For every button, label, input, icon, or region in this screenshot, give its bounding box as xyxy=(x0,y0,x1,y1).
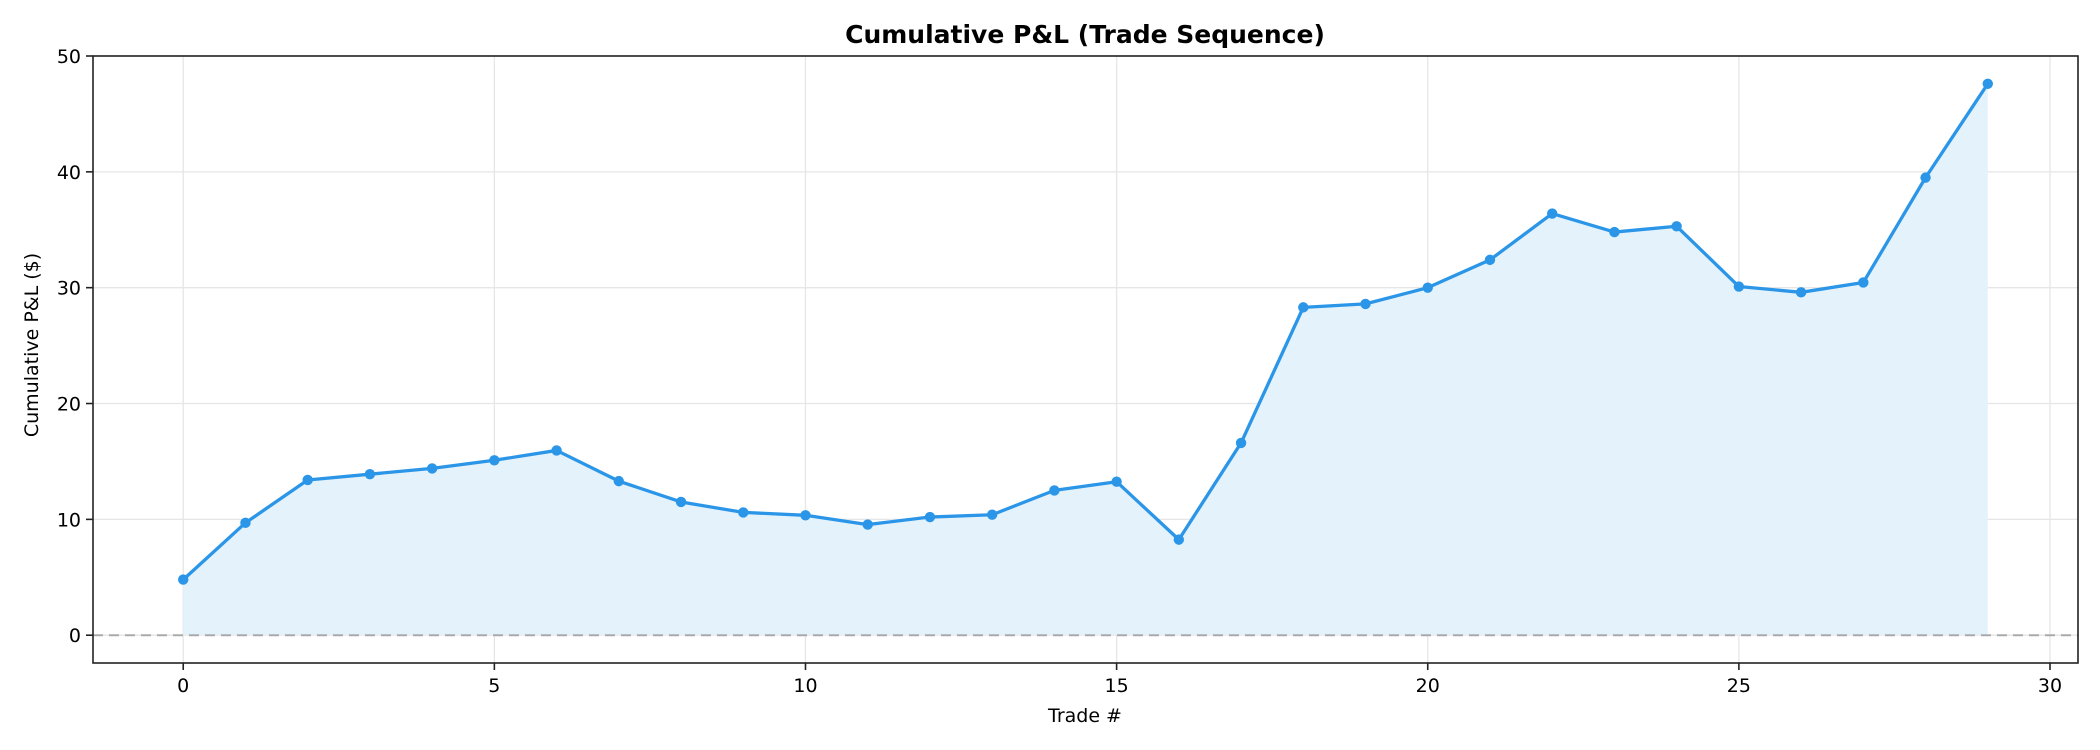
series-line xyxy=(182,82,1990,581)
data-point xyxy=(613,475,625,487)
data-point xyxy=(1795,287,1807,298)
data-point xyxy=(1235,437,1247,449)
x-tick-label: 20 xyxy=(1416,675,1440,697)
x-tick-label: 5 xyxy=(488,675,500,697)
x-tick-label: 0 xyxy=(177,675,189,697)
data-point xyxy=(364,468,376,480)
data-point xyxy=(1111,476,1122,487)
x-axis-label: Trade # xyxy=(1047,705,1122,727)
data-point-markers xyxy=(178,78,1993,585)
data-point xyxy=(675,496,687,508)
data-point xyxy=(1360,298,1371,310)
data-point xyxy=(1049,485,1060,496)
x-axis-ticks: 0 5 10 15 20 25 30 xyxy=(177,663,2062,697)
data-point xyxy=(1484,254,1496,266)
data-point xyxy=(1298,302,1309,313)
data-point xyxy=(1546,208,1558,219)
plot-frame xyxy=(92,55,2079,664)
data-point xyxy=(986,509,998,520)
y-tick-label: 50 xyxy=(57,46,81,68)
data-point xyxy=(302,474,313,486)
data-point xyxy=(1422,282,1433,293)
data-point xyxy=(1173,534,1185,545)
y-axis-ticks: 0 10 20 30 40 50 xyxy=(57,46,93,647)
data-point xyxy=(1671,221,1682,232)
data-point xyxy=(862,519,873,530)
data-point xyxy=(1920,172,1931,183)
data-point xyxy=(178,574,189,585)
data-point xyxy=(1609,226,1620,238)
data-point xyxy=(924,511,936,523)
y-tick-label: 20 xyxy=(57,394,81,416)
data-point xyxy=(1858,277,1869,288)
y-tick-label: 10 xyxy=(57,509,81,531)
area-fill xyxy=(183,83,1988,636)
x-tick-label: 10 xyxy=(793,675,817,697)
x-tick-label: 30 xyxy=(2038,675,2062,697)
data-point xyxy=(551,445,562,456)
data-point xyxy=(738,507,749,518)
data-point xyxy=(240,517,251,529)
y-tick-label: 0 xyxy=(69,625,81,647)
chart-title: Cumulative P&L (Trade Sequence) xyxy=(845,20,1325,49)
y-axis-label: Cumulative P&L ($) xyxy=(21,253,43,437)
data-point xyxy=(489,455,500,466)
data-point xyxy=(1733,281,1745,292)
data-point xyxy=(800,510,811,521)
data-point xyxy=(1982,78,1993,90)
data-point xyxy=(426,463,438,474)
y-tick-label: 40 xyxy=(57,162,81,184)
x-tick-label: 25 xyxy=(1727,675,1751,697)
x-tick-label: 15 xyxy=(1105,675,1129,697)
y-tick-label: 30 xyxy=(57,278,81,300)
